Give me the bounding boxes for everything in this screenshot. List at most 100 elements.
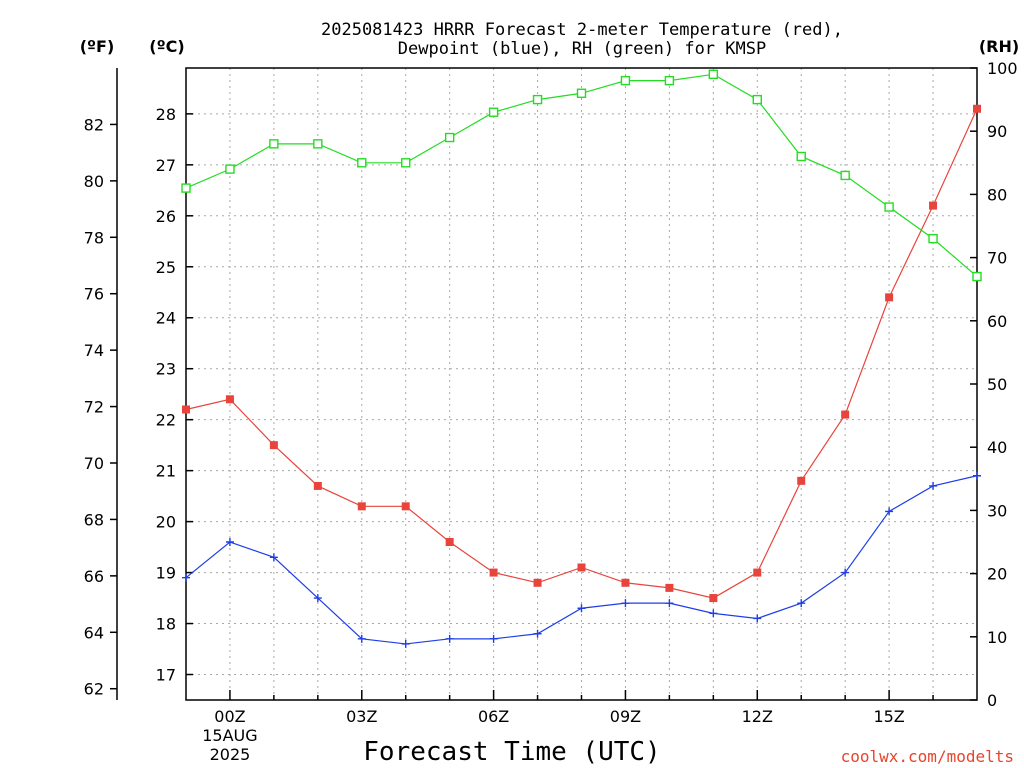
dewpoint-data-point: [929, 481, 938, 490]
rh-tick-label: 70: [987, 249, 1007, 268]
dewpoint-data-point: [621, 599, 630, 608]
time-tick-label: 15Z: [873, 707, 904, 726]
rh-data-point: [884, 202, 894, 212]
temperature-data-point: [313, 481, 322, 490]
chart-title-line-2: Dewpoint (blue), RH (green) for KMSP: [398, 39, 766, 59]
time-tick-label: 03Z: [346, 707, 377, 726]
dewpoint-data-point: [445, 634, 454, 643]
temperature-data-point: [489, 568, 498, 577]
rh-tick-label: 100: [987, 59, 1018, 78]
celsius-tick-label: 21: [156, 462, 176, 481]
temperature-data-point: [621, 578, 630, 587]
temperature-data-point: [885, 293, 894, 302]
celsius-tick-label: 25: [156, 258, 176, 277]
rh-data-point: [752, 94, 762, 105]
rh-tick-label: 30: [987, 501, 1007, 520]
rh-data-point: [444, 132, 455, 143]
time-tick-label: 09Z: [610, 707, 641, 726]
dewpoint-data-point: [885, 507, 894, 516]
rh-tick-label: 80: [987, 185, 1007, 204]
dewpoint-data-point: [182, 573, 190, 582]
celsius-tick-label: 20: [156, 513, 176, 532]
rh-data-point: [401, 158, 411, 168]
rh-axis: 0 10 20 30 40 50 60 70 80 90 100: [970, 59, 1018, 710]
fahrenheit-tick-label: 80: [84, 172, 104, 191]
temperature-data-point: [973, 104, 981, 113]
rh-data-point: [708, 69, 719, 80]
celsius-tick-label: 19: [156, 564, 176, 583]
temperature-data-point: [357, 502, 366, 511]
celsius-tick-label: 17: [156, 666, 176, 685]
time-tick-label: 2025: [210, 745, 251, 764]
fahrenheit-tick-label: 74: [84, 341, 104, 360]
dewpoint-data-point: [225, 538, 234, 546]
rh-tick-label: 90: [987, 122, 1007, 141]
temperature-data-point: [577, 563, 586, 572]
dewpoint-data-point: [973, 471, 981, 480]
rh-data-point: [796, 151, 806, 162]
dewpoint-data-point: [357, 634, 366, 643]
rh-data-point: [664, 75, 675, 86]
temperature-data-point: [929, 201, 938, 210]
temperature-data-point: [269, 441, 278, 450]
rh-tick-label: 10: [987, 628, 1007, 647]
fahrenheit-tick-label: 66: [84, 567, 104, 586]
x-axis-title: Forecast Time (UTC): [363, 737, 660, 767]
celsius-tick-label: 23: [156, 360, 176, 379]
temperature-data-point: [665, 583, 674, 592]
fahrenheit-tick-label: 62: [84, 680, 104, 699]
celsius-tick-label: 22: [156, 411, 176, 430]
fahrenheit-axis: 62 64 66 68 70 72 74 76 78 80 82: [84, 115, 117, 699]
celsius-tick-label: 18: [156, 615, 176, 634]
temperature-data-point: [401, 502, 410, 511]
rh-data-point: [488, 107, 499, 117]
temperature-data-point: [709, 594, 718, 603]
temperature-data-point: [841, 410, 850, 419]
dewpoint-data-point: [577, 604, 586, 613]
celsius-tick-label: 24: [156, 309, 176, 328]
dewpoint-data-point: [533, 629, 542, 638]
celsius-axis: 17 18 19 20 21 22 23 24 25 26 27 28: [156, 105, 193, 685]
rh-data-point: [269, 139, 279, 149]
fahrenheit-tick-label: 72: [84, 398, 104, 417]
rh-data-point: [840, 170, 850, 181]
rh-tick-label: 60: [987, 312, 1007, 331]
celsius-unit-label: (ºC): [149, 37, 184, 56]
dewpoint-data-point: [841, 568, 850, 577]
rh-data-point: [181, 183, 191, 193]
rh-data-point: [225, 164, 235, 174]
dewpoint-data-point: [709, 609, 718, 618]
dewpoint-data-point: [313, 594, 322, 603]
fahrenheit-tick-label: 76: [84, 285, 104, 304]
time-tick-label: 06Z: [478, 707, 509, 726]
dewpoint-data-point: [269, 553, 278, 562]
celsius-tick-label: 28: [156, 105, 176, 124]
rh-data-point: [357, 158, 367, 168]
rh-tick-label: 50: [987, 375, 1007, 394]
dewpoint-data-point: [401, 639, 410, 648]
fahrenheit-tick-label: 64: [84, 623, 104, 642]
fahrenheit-tick-label: 70: [84, 454, 104, 473]
chart-title-line-1: 2025081423 HRRR Forecast 2-meter Tempera…: [321, 20, 843, 40]
fahrenheit-tick-label: 68: [84, 510, 104, 529]
rh-tick-label: 40: [987, 438, 1007, 457]
temperature-data-point: [753, 568, 762, 577]
rh-data-point: [532, 94, 543, 105]
dewpoint-data-point: [753, 614, 762, 623]
celsius-tick-label: 27: [156, 156, 176, 175]
rh-tick-label: 0: [987, 691, 997, 710]
rh-data-point: [972, 271, 982, 282]
rh-data-point: [313, 139, 323, 149]
rh-data-point: [620, 75, 631, 86]
series-layer: [181, 69, 982, 648]
time-tick-label: 00Z: [214, 707, 245, 726]
celsius-tick-label: 26: [156, 207, 176, 226]
temperature-data-point: [182, 405, 190, 414]
dewpoint-data-point: [489, 634, 498, 643]
temperature-data-point: [225, 395, 234, 404]
rh-data-point: [928, 233, 938, 244]
temperature-data-point: [445, 538, 454, 546]
fahrenheit-tick-label: 78: [84, 228, 104, 247]
